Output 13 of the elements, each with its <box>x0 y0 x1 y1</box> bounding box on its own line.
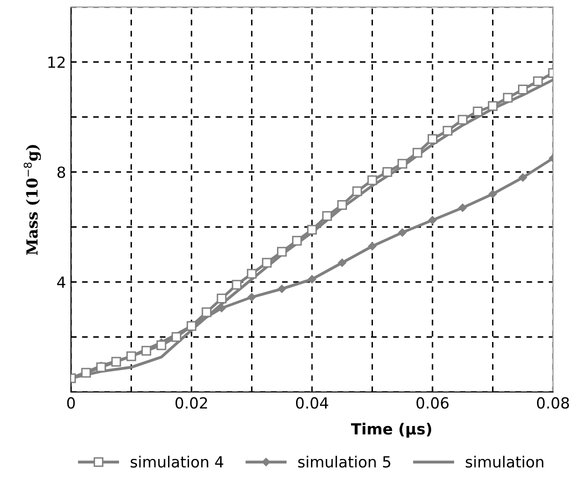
y-tick-label: 4 <box>57 276 66 288</box>
x-tick-label: 0.06 <box>416 397 449 409</box>
legend-label: simulation <box>466 456 544 468</box>
x-tick-label: 0.08 <box>537 397 569 409</box>
x-tick-label: 0.04 <box>296 397 328 409</box>
legend-label: simulation 5 <box>298 456 390 468</box>
legend-label: simulation 4 <box>130 456 224 468</box>
y-axis-title: Mass (10$^{−8}$g) <box>24 144 41 255</box>
x-tick-label: 0 <box>67 397 75 409</box>
x-tick-label: 0.02 <box>176 397 207 409</box>
y-tick-label: 8 <box>57 166 66 178</box>
x-axis-title: Time (µs) <box>351 422 432 438</box>
y-tick-label: 12 <box>48 56 65 68</box>
